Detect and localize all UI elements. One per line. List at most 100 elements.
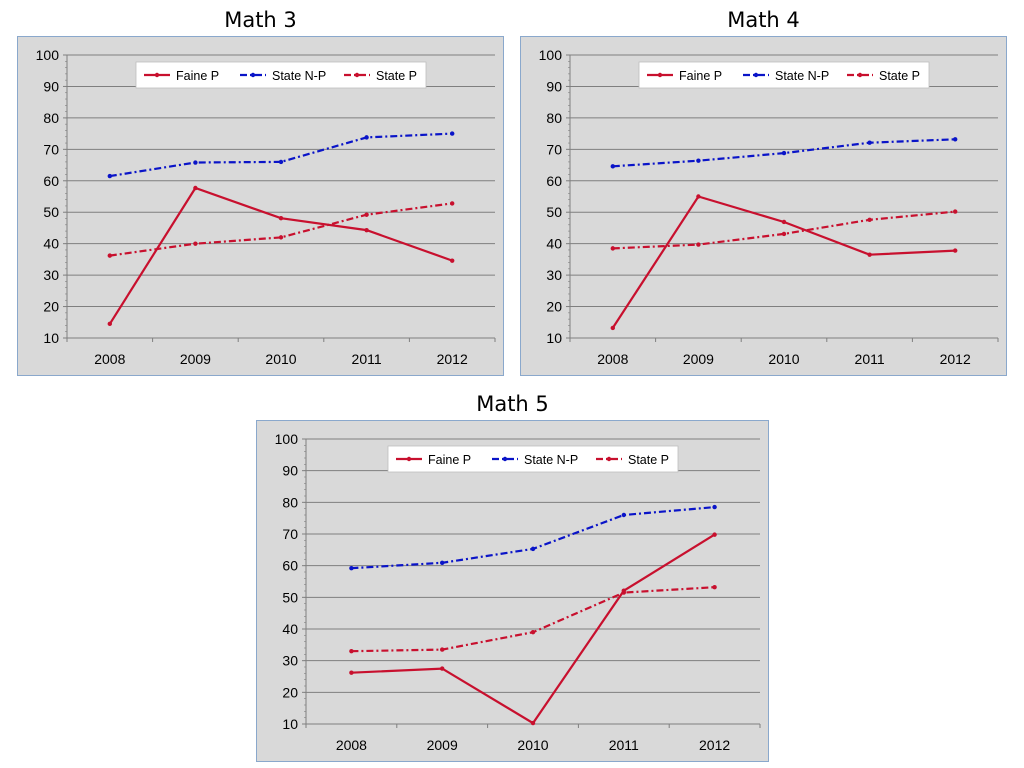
y-tick-label: 100: [275, 431, 299, 447]
y-tick-label: 70: [282, 526, 298, 542]
legend-marker-state-p: [857, 72, 863, 78]
y-tick-label: 80: [546, 110, 562, 126]
legend-marker-state-n-p: [502, 456, 508, 462]
legend-label-faine-p: Faine P: [428, 453, 471, 467]
data-point-state-p: [621, 590, 626, 595]
legend-label-state-n-p: State N-P: [775, 69, 829, 83]
y-tick-label: 100: [539, 47, 563, 63]
legend-label-faine-p: Faine P: [176, 69, 219, 83]
data-point-faine-p: [107, 321, 113, 327]
y-tick-label: 80: [43, 110, 59, 126]
y-tick-label: 20: [546, 299, 562, 315]
series-line-state-n-p: [109, 132, 453, 178]
y-tick-label: 40: [43, 236, 59, 252]
series-line-state-p: [612, 210, 956, 250]
data-point-faine-p: [530, 720, 536, 726]
data-point-faine-p: [867, 252, 872, 257]
data-point-state-p: [696, 242, 701, 247]
legend-label-state-p: State P: [376, 69, 417, 83]
y-tick-label: 10: [43, 330, 59, 346]
y-tick-label: 40: [546, 236, 562, 252]
legend-box: [387, 445, 679, 473]
data-point-faine-p: [193, 185, 198, 191]
data-point-state-p: [450, 201, 455, 206]
y-tick-label: 70: [546, 141, 562, 157]
chart-frame: 10 20 30 40 50 60 70 80 90 100 2008 2009 2010 2011 201…: [17, 36, 504, 376]
chart-title: Math 5: [476, 392, 549, 416]
y-tick-label: 80: [282, 494, 298, 510]
line-chart-math-3: 10 20 30 40 50 60 70 80 90 100 2008 2009 2010 2011 201…: [36, 47, 496, 367]
data-point-faine-p: [364, 227, 369, 233]
data-point-state-n-p: [530, 546, 536, 552]
x-tick-label: 2012: [699, 737, 730, 753]
data-point-faine-p: [781, 219, 787, 225]
data-point-state-p: [781, 231, 787, 237]
chart-frame: 10 20 30 40 50 60 70 80 90 100 2008 2009 2010 2011 201…: [520, 36, 1007, 376]
data-point-state-n-p: [364, 135, 369, 140]
y-tick-label: 100: [36, 47, 60, 63]
chart-title: Math 4: [727, 8, 800, 32]
data-point-state-p: [278, 235, 284, 240]
y-tick-label: 30: [43, 267, 59, 283]
data-point-faine-p: [610, 325, 615, 331]
legend-label-state-n-p: State N-P: [524, 453, 578, 467]
x-tick-label: 2010: [265, 351, 296, 367]
x-tick-label: 2010: [768, 351, 799, 367]
legend-label-state-p: State P: [628, 453, 669, 467]
legend-box: [135, 61, 427, 89]
y-tick-label: 70: [43, 141, 59, 157]
legend-label-state-n-p: State N-P: [272, 69, 326, 83]
data-point-state-p: [349, 648, 354, 654]
y-tick-label: 40: [282, 621, 298, 637]
data-point-state-n-p: [867, 140, 872, 145]
data-point-state-n-p: [610, 164, 615, 169]
legend: Faine P State N-P State P: [135, 61, 427, 89]
x-tick-label: 2011: [855, 351, 885, 367]
chart-title: Math 3: [224, 8, 297, 32]
y-tick-label: 60: [43, 173, 59, 189]
x-tick-label: 2012: [437, 351, 468, 367]
y-tick-label: 30: [282, 653, 298, 669]
line-chart-math-5: 10 20 30 40 50 60 70 80 90 100 2008 2009 2010 2011 201…: [275, 431, 761, 753]
x-tick-label: 2009: [427, 737, 458, 753]
legend-marker-state-p: [606, 456, 612, 462]
x-tick-label: 2009: [180, 351, 211, 367]
line-chart-math-4: 10 20 30 40 50 60 70 80 90 100 2008 2009 2010 2011 201…: [539, 47, 999, 367]
data-point-state-n-p: [696, 158, 701, 163]
series-line-state-n-p: [351, 506, 715, 570]
series-line-state-p: [351, 586, 715, 653]
data-point-state-p: [712, 585, 717, 590]
series-line-faine-p: [108, 186, 453, 325]
data-point-faine-p: [440, 666, 445, 671]
legend-marker-faine-p: [154, 72, 160, 78]
data-point-state-p: [953, 209, 958, 214]
x-tick-label: 2011: [609, 737, 639, 753]
x-tick-label: 2008: [597, 351, 628, 367]
data-point-faine-p: [712, 532, 717, 537]
legend: Faine P State N-P State P: [387, 445, 679, 473]
legend-marker-faine-p: [406, 456, 412, 462]
data-point-state-p: [440, 647, 445, 652]
y-tick-label: 30: [546, 267, 562, 283]
data-point-faine-p: [450, 258, 455, 263]
data-point-state-n-p: [781, 150, 787, 156]
data-point-state-p: [364, 212, 369, 217]
x-tick-label: 2011: [352, 351, 382, 367]
legend-marker-faine-p: [657, 72, 663, 78]
data-point-state-n-p: [712, 504, 717, 510]
data-point-state-p: [610, 246, 615, 251]
data-point-state-p: [107, 253, 113, 258]
legend-marker-state-n-p: [753, 72, 759, 78]
legend-label-faine-p: Faine P: [679, 69, 722, 83]
data-point-state-p: [530, 629, 536, 635]
data-point-state-n-p: [349, 566, 354, 571]
data-point-state-n-p: [193, 160, 198, 165]
data-point-state-n-p: [107, 173, 113, 179]
series-line-state-p: [109, 202, 453, 257]
legend-marker-state-p: [354, 72, 360, 78]
y-tick-label: 50: [282, 589, 298, 605]
y-tick-label: 90: [43, 78, 59, 94]
data-point-state-n-p: [953, 137, 958, 142]
data-point-state-p: [867, 217, 872, 222]
y-tick-label: 10: [282, 716, 298, 732]
